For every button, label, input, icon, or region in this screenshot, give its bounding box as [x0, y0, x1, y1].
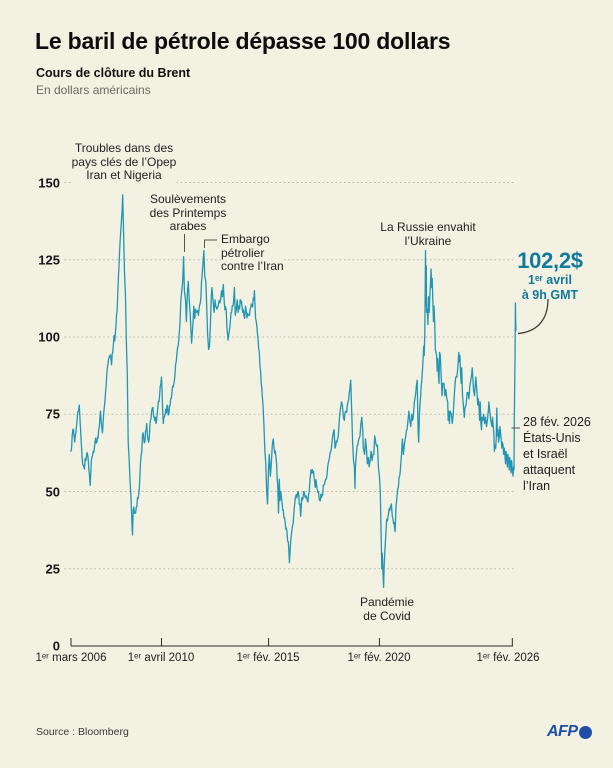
x-axis-label-2026: 1ᵉʳ fév. 2026	[476, 652, 540, 664]
y-axis-label-0: 0	[52, 638, 60, 654]
page-title: Le baril de pétrole dépasse 100 dollars	[35, 28, 451, 54]
chart-subtitle: Cours de clôture du Brent	[36, 66, 191, 80]
annotation-covid: Pandémie de Covid	[359, 595, 415, 623]
callout-curve-arrow	[517, 298, 549, 335]
y-axis-label-100: 100	[38, 329, 60, 345]
y-axis-label-25: 25	[45, 561, 60, 577]
annotation-embargo-iran: Embargo pétrolier contre l’Iran	[221, 232, 284, 274]
x-axis-label-2020: 1ᵉʳ fév. 2020	[347, 652, 411, 664]
annotation-printemps-arabes: Soulèvements des Printemps arabes	[149, 192, 227, 234]
annotation-connectors	[184, 232, 549, 429]
x-axis	[70, 638, 513, 647]
y-axis-label-150: 150	[38, 175, 60, 190]
x-axis-label-2015: 1ᵉʳ fév. 2015	[236, 652, 300, 664]
last-price-callout: 102,2$ 1ᵉʳ avril à 9h GMT	[517, 249, 583, 303]
chart-unit-label: En dollars américains	[36, 83, 151, 97]
price-line	[70, 194, 517, 588]
y-axis-label-75: 75	[45, 406, 60, 422]
embargo-pointer-elbow	[204, 239, 217, 248]
annotation-attack-iran-2026: 28 fév. 2026 États-Unis et Israël attaqu…	[523, 415, 591, 493]
y-axis-label-125: 125	[38, 252, 60, 268]
afp-logo-dot-icon	[578, 725, 592, 739]
annotation-russie-ukraine: La Russie envahit l’Ukraine	[380, 220, 476, 248]
afp-logo-text: AFP	[547, 723, 578, 740]
last-price-date: 1ᵉʳ avril	[528, 273, 572, 287]
x-axis-label-2010: 1ᵉʳ avril 2010	[127, 652, 195, 664]
last-price-time: à 9h GMT	[521, 288, 579, 302]
horizontal-gridlines	[64, 182, 514, 570]
afp-logo: AFP	[547, 724, 592, 740]
x-axis-label-2006: 1ᵉʳ mars 2006	[35, 652, 107, 664]
source-credit: Source : Bloomberg	[36, 726, 129, 738]
y-axis-label-50: 50	[45, 484, 60, 499]
annotation-opep-troubles: Troubles dans des pays clés de l’Opep Ir…	[71, 141, 177, 186]
last-price-value: 102,2$	[517, 248, 583, 273]
